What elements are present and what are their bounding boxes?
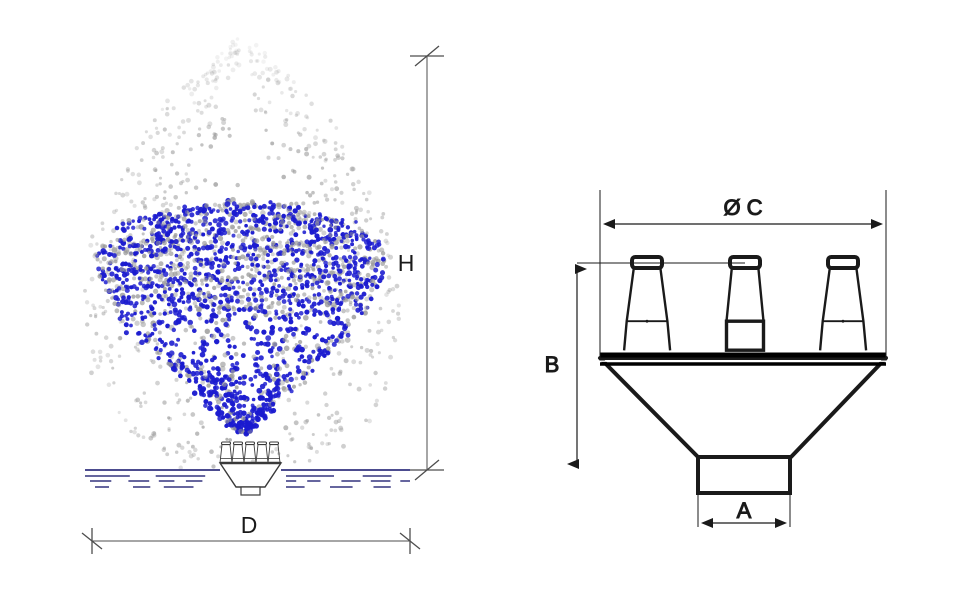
svg-text:D: D — [241, 512, 258, 538]
svg-text:B: B — [545, 352, 560, 377]
svg-text:H: H — [398, 250, 415, 276]
svg-text:Ø C: Ø C — [723, 195, 762, 220]
svg-text:A: A — [737, 498, 752, 523]
